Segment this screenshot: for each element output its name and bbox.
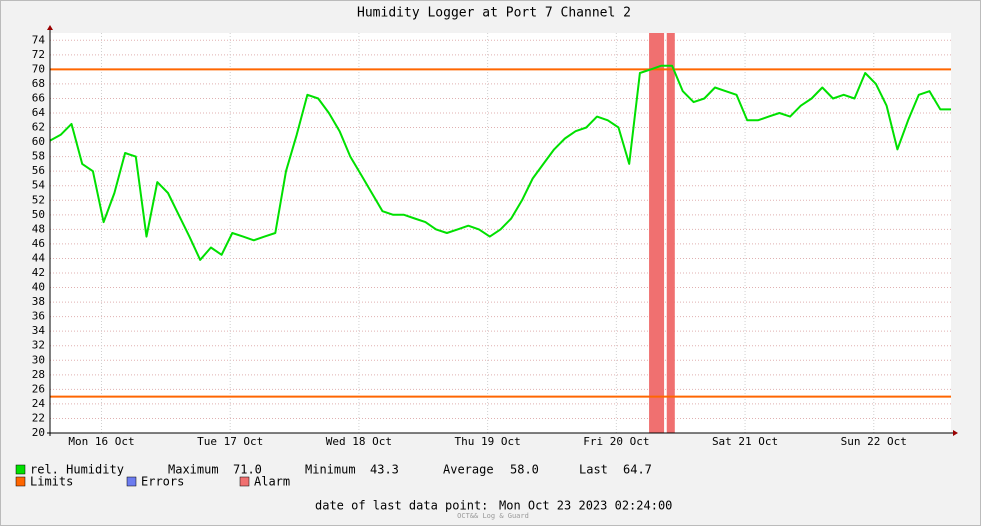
y-tick-label: 74 [32, 33, 46, 46]
chart-title: Humidity Logger at Port 7 Channel 2 [357, 6, 631, 21]
watermark: OCT&& Log & Guard [457, 512, 529, 520]
y-tick-label: 50 [32, 208, 45, 221]
y-tick-label: 58 [32, 150, 45, 163]
stat-value: 71.0 [233, 463, 262, 477]
x-axis-arrow [953, 430, 958, 436]
y-tick-label: 38 [32, 295, 45, 308]
y-tick-label: 60 [32, 135, 45, 148]
stat-value: 58.0 [510, 463, 539, 477]
x-tick-label: Fri 20 Oct [583, 435, 649, 448]
footer-label: date of last data point: [315, 499, 488, 513]
y-tick-label: 68 [32, 77, 45, 90]
y-tick-label: 32 [32, 339, 45, 352]
footer-value: Mon Oct 23 2023 02:24:00 [499, 499, 672, 513]
stat-label: Last [579, 463, 608, 477]
legend-label: Limits [30, 475, 73, 489]
y-tick-label: 48 [32, 222, 45, 235]
x-tick-label: Wed 18 Oct [326, 435, 392, 448]
y-tick-label: 42 [32, 266, 45, 279]
plot-area [50, 33, 951, 433]
legend-swatch [15, 476, 26, 487]
x-tick-label: Tue 17 Oct [197, 435, 263, 448]
y-tick-label: 54 [32, 179, 46, 192]
y-tick-label: 70 [32, 62, 45, 75]
alarm-band [649, 33, 665, 433]
y-tick-label: 22 [32, 411, 45, 424]
y-tick-label: 30 [32, 353, 45, 366]
y-tick-label: 28 [32, 368, 45, 381]
stat-label: Minimum [305, 463, 356, 477]
legend-swatch [126, 476, 137, 487]
stat-value: 64.7 [623, 463, 652, 477]
y-tick-label: 36 [32, 310, 45, 323]
y-tick-label: 26 [32, 382, 45, 395]
y-tick-label: 66 [32, 91, 45, 104]
humidity-line [49, 64, 951, 261]
stat-label: Maximum [168, 463, 219, 477]
y-tick-label: 56 [32, 164, 45, 177]
y-tick-label: 20 [32, 426, 45, 439]
y-tick-label: 46 [32, 237, 45, 250]
x-tick-label: Thu 19 Oct [455, 435, 521, 448]
y-tick-label: 44 [32, 251, 46, 264]
legend-label: rel. Humidity [30, 463, 124, 477]
alarm-band [666, 33, 675, 433]
y-tick-label: 64 [32, 106, 46, 119]
y-tick-label: 52 [32, 193, 45, 206]
y-tick-label: 72 [32, 48, 45, 61]
y-tick-label: 34 [32, 324, 46, 337]
legend-label: Errors [141, 475, 184, 489]
x-tick-label: Mon 16 Oct [68, 435, 134, 448]
x-tick-label: Sun 22 Oct [841, 435, 907, 448]
stat-label: Average [443, 463, 494, 477]
stat-value: 43.3 [370, 463, 399, 477]
legend-label: Alarm [254, 475, 290, 489]
legend-swatch [15, 464, 26, 475]
y-tick-label: 40 [32, 281, 45, 294]
y-tick-label: 24 [32, 397, 46, 410]
legend-swatch [239, 476, 250, 487]
y-axis-arrow [47, 25, 53, 30]
y-tick-label: 62 [32, 121, 45, 134]
x-tick-label: Sat 21 Oct [712, 435, 778, 448]
